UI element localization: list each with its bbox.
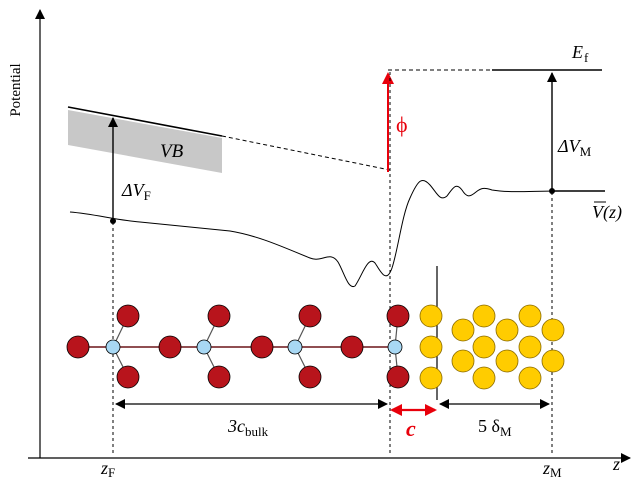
work-function-label: ϕ xyxy=(396,112,408,137)
metal-atom xyxy=(419,335,443,359)
oxide-atom xyxy=(116,304,140,328)
delta-v-m-point xyxy=(549,188,555,194)
bridge-atom xyxy=(105,339,121,355)
oxide-atom xyxy=(386,304,410,328)
oxide-atom xyxy=(250,335,274,359)
fermi-level-label: Ef xyxy=(571,42,589,65)
bridge-atom xyxy=(287,339,303,355)
dim-3c-bulk-label: 3cbulk xyxy=(227,416,269,439)
oxide-atom xyxy=(386,365,410,389)
dim-c-label: c xyxy=(406,416,416,441)
valence-band-edge xyxy=(67,106,223,137)
oxide-atom xyxy=(298,365,322,389)
valence-band: VB xyxy=(67,106,391,173)
metal-atom xyxy=(419,366,443,390)
axes: Potential z xyxy=(8,9,631,474)
bridge-atom xyxy=(387,339,403,355)
x-axis-label: z xyxy=(612,454,620,474)
z-m-label: zM xyxy=(542,458,562,480)
metal-atom xyxy=(541,318,565,342)
oxide-atom xyxy=(298,304,322,328)
metal-atom xyxy=(495,318,519,342)
metal-atom xyxy=(518,304,542,328)
valence-band-extrapolation xyxy=(221,135,391,171)
atomic-structure xyxy=(66,304,565,390)
metal-atom xyxy=(495,349,519,373)
metal-atom xyxy=(518,335,542,359)
guide-lines xyxy=(112,72,553,455)
oxide-atom xyxy=(207,304,231,328)
delta-v-m-label: ΔVM xyxy=(557,136,592,159)
metal-atom xyxy=(541,349,565,373)
y-axis-label: Potential xyxy=(8,63,24,116)
metal-atom xyxy=(472,335,496,359)
oxide-atom xyxy=(116,365,140,389)
metal-atom xyxy=(451,318,475,342)
delta-v-f: ΔVF xyxy=(108,117,151,224)
metal-atom xyxy=(419,304,443,328)
metal-atom xyxy=(472,304,496,328)
valence-band-label: VB xyxy=(160,141,184,162)
z-f-label: zF xyxy=(100,458,115,480)
oxide-atom xyxy=(66,335,90,359)
metal-atom xyxy=(472,366,496,390)
bridge-atoms xyxy=(105,339,403,355)
valence-band-area xyxy=(68,110,222,173)
dimensions: 3cbulk c 5 δM xyxy=(115,399,550,441)
metal-atoms xyxy=(419,304,565,390)
metal-atom xyxy=(518,366,542,390)
delta-v-m: ΔVM xyxy=(547,72,592,194)
dim-5-delta-m-label: 5 δM xyxy=(478,416,512,439)
work-function: ϕ xyxy=(382,72,408,172)
fermi-level: Ef xyxy=(388,42,602,71)
delta-v-f-label: ΔVF xyxy=(121,180,151,203)
avg-potential-label: V(z) xyxy=(592,202,622,223)
oxide-atoms xyxy=(66,304,410,389)
oxide-atom xyxy=(207,365,231,389)
delta-v-f-point xyxy=(110,218,116,224)
oxide-atom xyxy=(158,335,182,359)
oxide-atom xyxy=(340,335,364,359)
metal-atom xyxy=(451,349,475,373)
potential-curve xyxy=(69,179,605,288)
bridge-atom xyxy=(196,339,212,355)
